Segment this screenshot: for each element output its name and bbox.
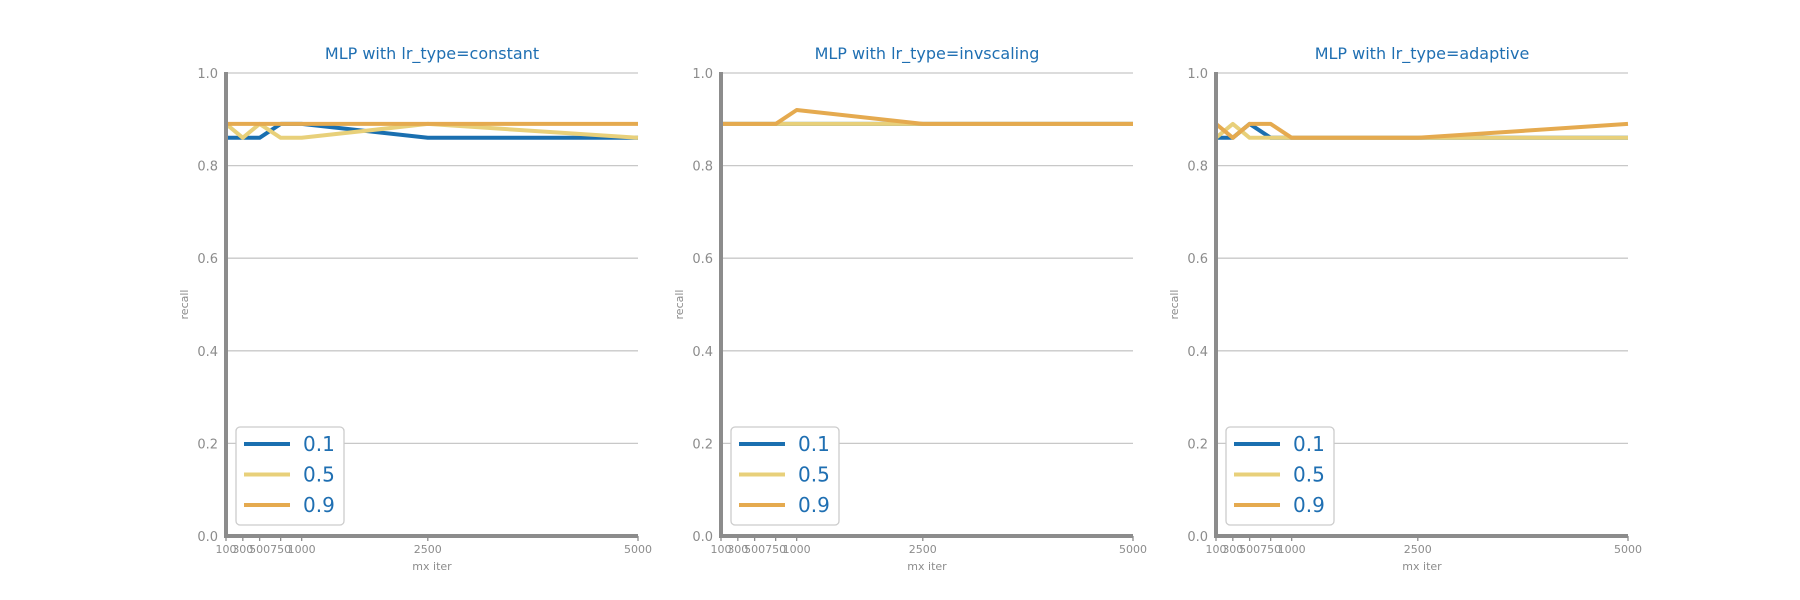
y-tick-label: 0.6 bbox=[1187, 252, 1208, 267]
y-tick-label: 0.2 bbox=[1187, 437, 1208, 452]
legend-label: 0.9 bbox=[798, 493, 830, 517]
x-tick-label: 300 bbox=[232, 543, 253, 556]
chart-title: MLP with lr_type=invscaling bbox=[815, 44, 1040, 64]
y-tick-label: 0.2 bbox=[197, 437, 218, 452]
x-tick-label: 300 bbox=[1222, 543, 1243, 556]
x-axis-label: mx iter bbox=[907, 560, 947, 573]
chart-title: MLP with lr_type=constant bbox=[325, 44, 539, 64]
y-tick-label: 0.2 bbox=[692, 437, 713, 452]
y-tick-label: 0.8 bbox=[692, 160, 713, 175]
x-tick-label: 2500 bbox=[1404, 543, 1432, 556]
y-tick-label: 0.0 bbox=[1187, 530, 1208, 545]
legend-label: 0.1 bbox=[303, 432, 335, 456]
legend-label: 0.5 bbox=[303, 463, 335, 487]
x-tick-label: 1000 bbox=[783, 543, 811, 556]
legend-label: 0.5 bbox=[798, 463, 830, 487]
y-tick-label: 0.6 bbox=[197, 252, 218, 267]
y-tick-label: 1.0 bbox=[692, 67, 713, 82]
y-axis-label: recall bbox=[673, 290, 686, 320]
legend: 0.1 0.5 0.9 bbox=[235, 426, 345, 526]
x-tick-label: 5000 bbox=[1119, 543, 1147, 556]
legend: 0.1 0.5 0.9 bbox=[730, 426, 840, 526]
x-tick-label: 100 bbox=[216, 543, 237, 556]
y-tick-label: 0.6 bbox=[692, 252, 713, 267]
y-tick-label: 1.0 bbox=[197, 67, 218, 82]
x-tick-label: 100 bbox=[1206, 543, 1227, 556]
series-line-0.9 bbox=[1214, 121, 1629, 140]
x-tick-label: 2500 bbox=[414, 543, 442, 556]
x-tick-label: 500 bbox=[744, 543, 765, 556]
legend: 0.1 0.5 0.9 bbox=[1225, 426, 1335, 526]
x-tick-label: 300 bbox=[727, 543, 748, 556]
y-tick-label: 0.4 bbox=[1187, 345, 1208, 360]
legend-label: 0.1 bbox=[1293, 432, 1325, 456]
x-tick-label: 750 bbox=[1260, 543, 1281, 556]
x-tick-label: 750 bbox=[765, 543, 786, 556]
x-axis-label: mx iter bbox=[1402, 560, 1442, 573]
x-tick-label: 500 bbox=[1239, 543, 1260, 556]
x-tick-label: 2500 bbox=[909, 543, 937, 556]
x-axis-label: mx iter bbox=[412, 560, 452, 573]
y-tick-label: 0.8 bbox=[1187, 160, 1208, 175]
x-tick-label: 750 bbox=[270, 543, 291, 556]
legend-label: 0.9 bbox=[303, 493, 335, 517]
y-tick-label: 0.0 bbox=[197, 530, 218, 545]
y-tick-label: 0.4 bbox=[197, 345, 218, 360]
y-tick-label: 0.0 bbox=[692, 530, 713, 545]
x-tick-label: 5000 bbox=[624, 543, 652, 556]
x-tick-label: 500 bbox=[249, 543, 270, 556]
y-axis-label: recall bbox=[1168, 290, 1181, 320]
series-line-0.9 bbox=[721, 108, 1133, 126]
chart-title: MLP with lr_type=adaptive bbox=[1315, 44, 1530, 64]
legend-label: 0.5 bbox=[1293, 463, 1325, 487]
x-tick-label: 1000 bbox=[1278, 543, 1306, 556]
legend-label: 0.9 bbox=[1293, 493, 1325, 517]
x-tick-label: 100 bbox=[711, 543, 732, 556]
series-line-0.5 bbox=[224, 121, 639, 140]
y-tick-label: 0.8 bbox=[197, 160, 218, 175]
y-tick-label: 1.0 bbox=[1187, 67, 1208, 82]
y-tick-label: 0.4 bbox=[692, 345, 713, 360]
y-axis-label: recall bbox=[178, 290, 191, 320]
legend-label: 0.1 bbox=[798, 432, 830, 456]
x-tick-label: 5000 bbox=[1614, 543, 1642, 556]
x-tick-label: 1000 bbox=[288, 543, 316, 556]
